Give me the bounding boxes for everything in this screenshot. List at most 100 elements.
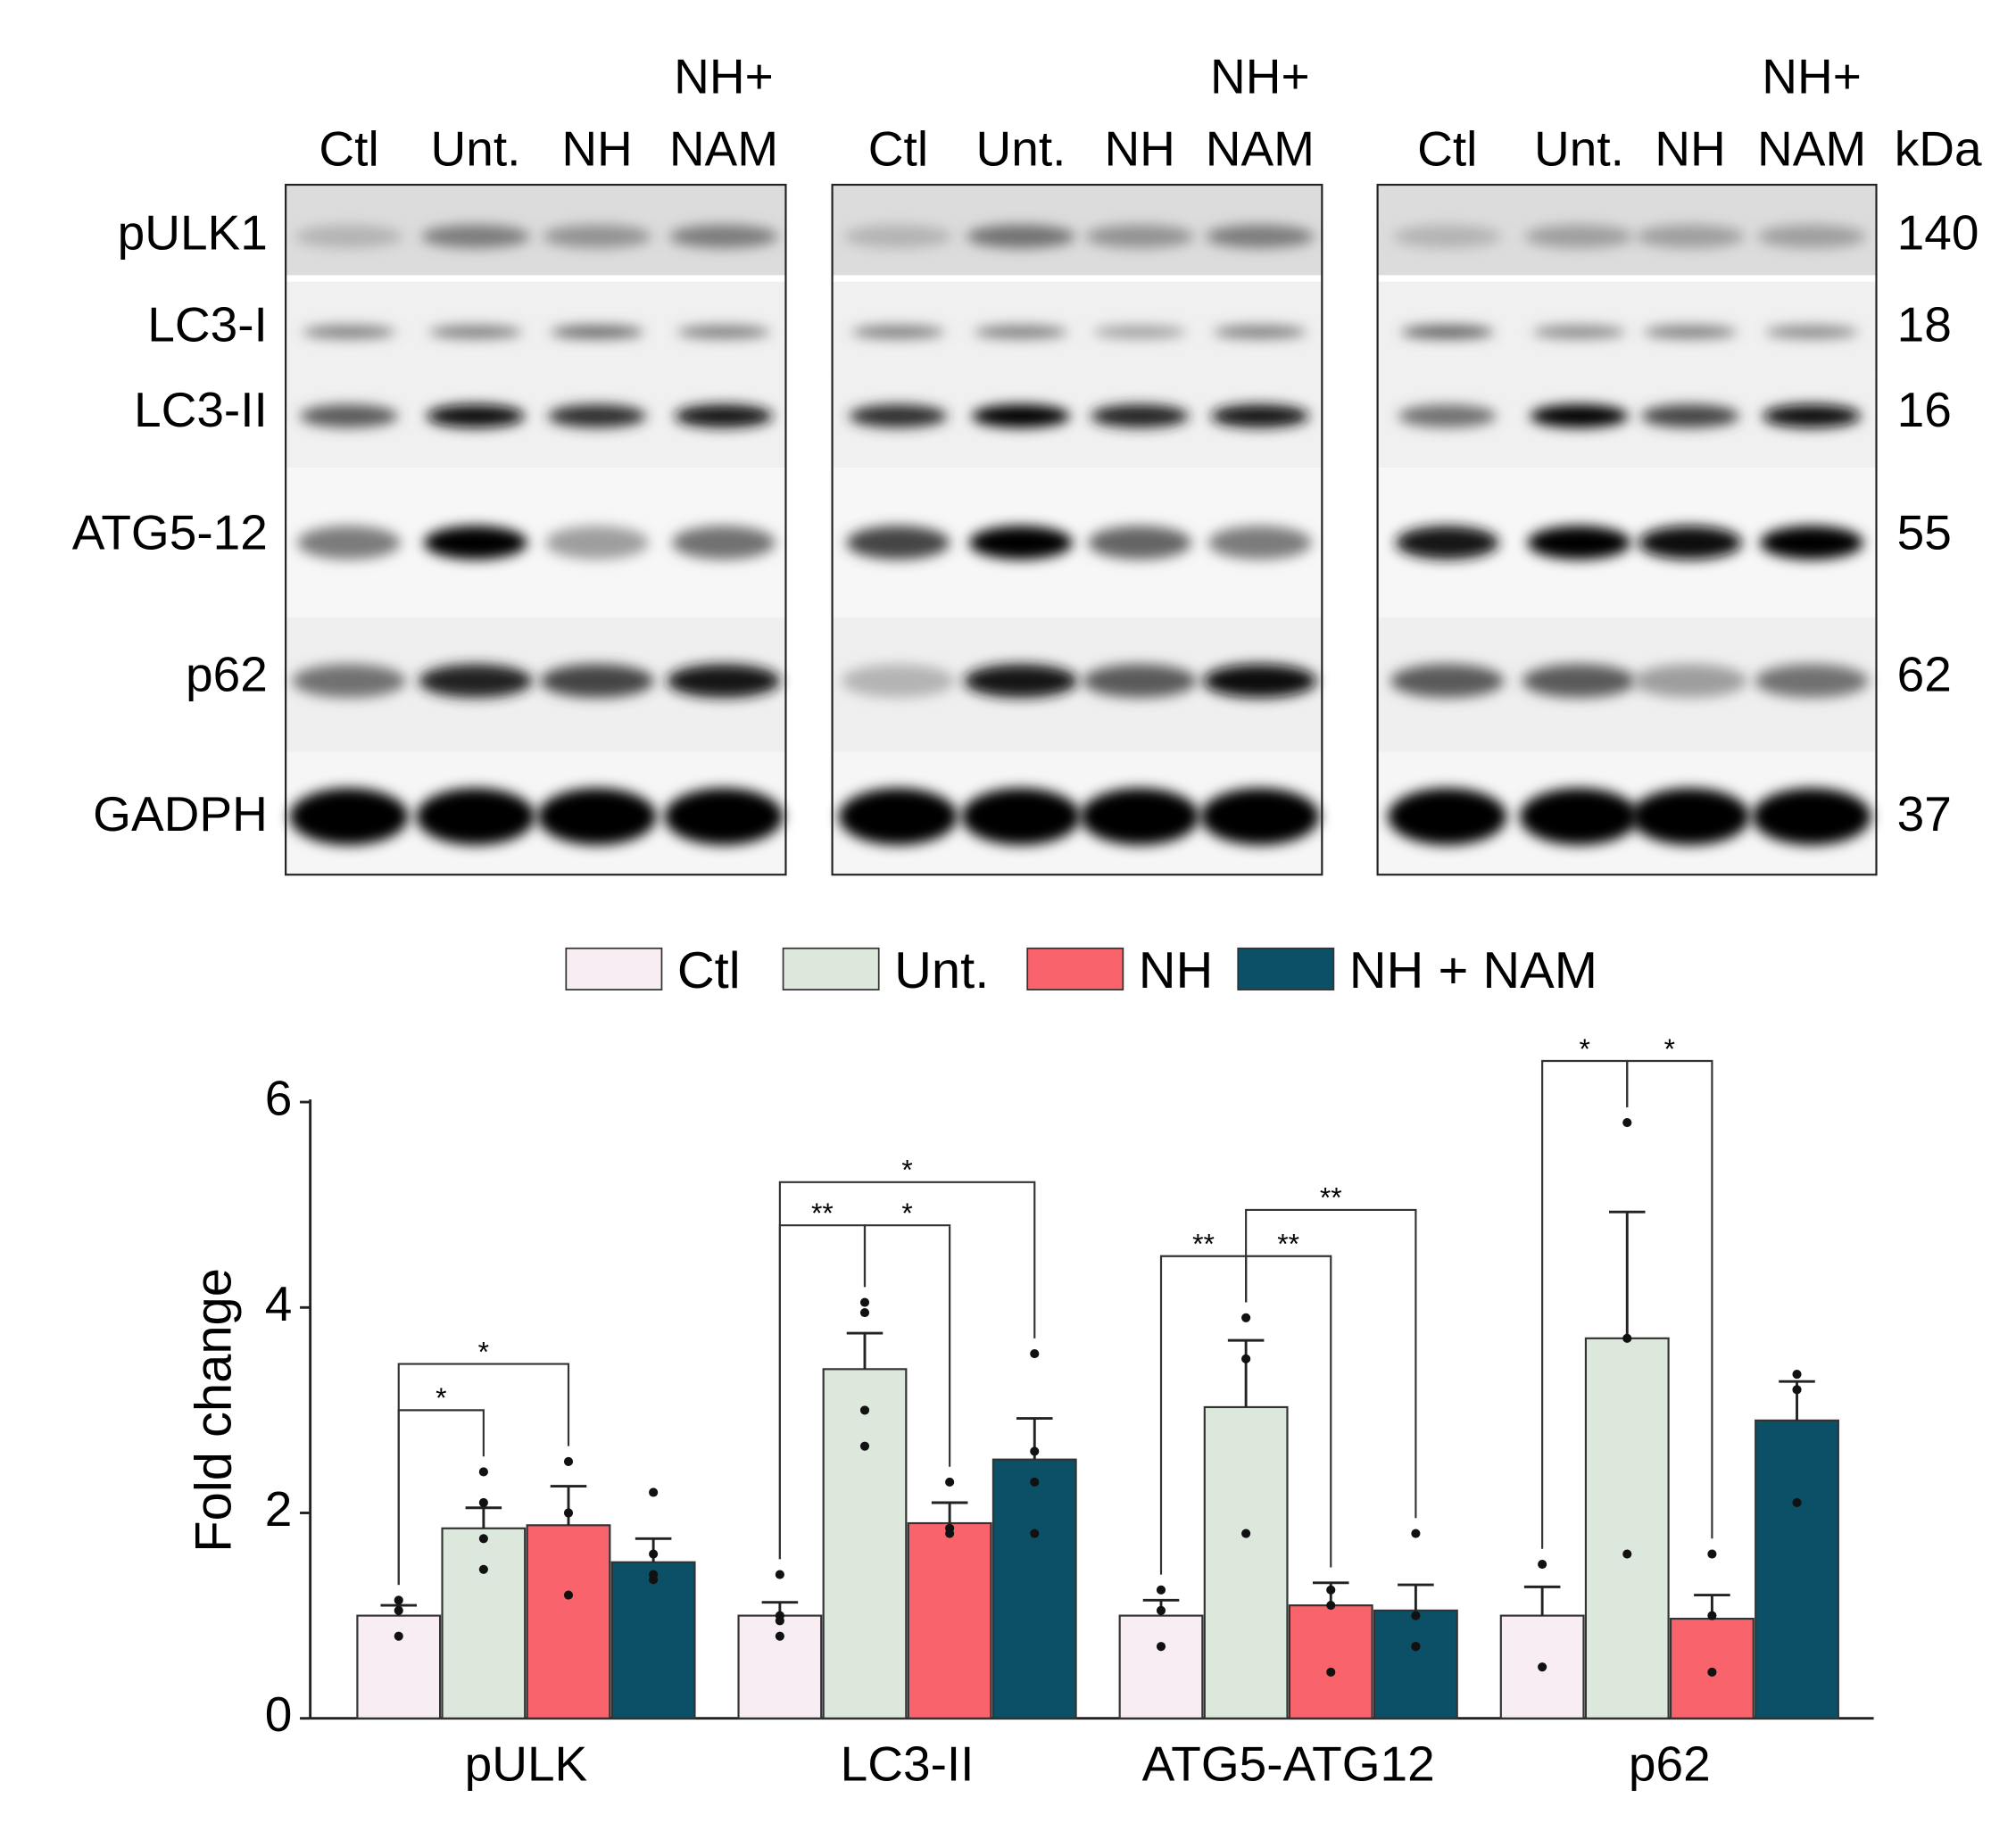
significance-bracket (863, 1224, 951, 1467)
blot-band (967, 224, 1075, 248)
bar (907, 1521, 992, 1719)
significance-label: * (436, 1381, 446, 1413)
blot-band (292, 664, 406, 698)
blot-band (297, 526, 401, 559)
protein-label: GADPH (93, 786, 268, 841)
blot-band (1207, 526, 1312, 559)
blot-band (1210, 404, 1309, 428)
significance-label: * (1579, 1032, 1589, 1065)
data-point (563, 1508, 574, 1518)
data-point (394, 1605, 403, 1615)
significance-bracket (1245, 1208, 1417, 1519)
protein-label: p62 (186, 647, 268, 702)
blot-frame (831, 183, 1323, 876)
lane-label: NH (561, 120, 632, 176)
bar (822, 1368, 908, 1719)
kda-label: 18 (1897, 296, 1952, 352)
data-point (1030, 1529, 1040, 1538)
blot-band (1519, 788, 1639, 845)
blot-band (1522, 664, 1637, 698)
lane-label: NAM (1206, 120, 1315, 176)
data-point (945, 1477, 955, 1487)
data-point (1156, 1642, 1166, 1652)
kda-label: 140 (1897, 204, 1979, 260)
data-point (775, 1616, 784, 1626)
data-point (1411, 1529, 1421, 1538)
data-point (1030, 1477, 1040, 1487)
data-point (859, 1441, 870, 1451)
lane-label: NAM (1757, 120, 1866, 176)
lane-label: Unt. (976, 120, 1066, 176)
blot-band (851, 325, 945, 339)
legend-label: Unt. (894, 942, 989, 999)
legend-label: NH (1139, 942, 1214, 999)
data-point (478, 1497, 488, 1508)
bar (1203, 1405, 1289, 1719)
blot-band (426, 404, 525, 428)
blot-band (1213, 325, 1307, 339)
significance-label: * (901, 1197, 912, 1229)
significance-label: ** (1192, 1228, 1215, 1260)
legend-label: NH + NAM (1349, 942, 1597, 999)
data-point (775, 1631, 784, 1641)
bar (991, 1458, 1077, 1719)
kda-label: 37 (1897, 786, 1952, 841)
lane-label-top: NH+ (1762, 48, 1862, 104)
lane-label: NAM (669, 120, 778, 176)
blot-band (1757, 224, 1866, 248)
legend-swatch (565, 947, 663, 990)
kda-label: 62 (1897, 647, 1952, 702)
data-point (1622, 1333, 1632, 1343)
blot-band (971, 404, 1070, 428)
blot-band (545, 526, 649, 559)
x-tick-label: pULK (465, 1736, 588, 1791)
blot-band (543, 224, 651, 248)
data-point (563, 1456, 574, 1467)
blot-band (1530, 404, 1629, 428)
blot-band (838, 788, 958, 845)
blot-band (1636, 224, 1745, 248)
data-point (1326, 1667, 1336, 1677)
blot-band (1085, 224, 1194, 248)
y-axis-label: Fold change (186, 1268, 243, 1553)
blot-band (416, 788, 535, 845)
blot-band (1763, 404, 1862, 428)
data-point (1241, 1529, 1251, 1538)
blot-band (974, 325, 1068, 339)
lane-label: Ctl (319, 120, 378, 176)
lane-label: NH (1655, 120, 1725, 176)
legend-swatch (1237, 947, 1335, 990)
kda-header: kDa (1895, 120, 1982, 176)
lane-label: Ctl (868, 120, 928, 176)
western-blot: Ctl Unt. NH NAM NH+ Ctl Unt. NH NAM NH+ Ctl Unt. NH N… (72, 48, 1982, 876)
data-point (1792, 1370, 1802, 1380)
blot-band (289, 788, 409, 845)
data-point (1622, 1549, 1632, 1559)
blot-band (664, 788, 784, 845)
blot-band (846, 526, 950, 559)
bar (610, 1561, 696, 1719)
blot-band (969, 526, 1073, 559)
significance-bracket (778, 1181, 1036, 1560)
blot-band (1091, 404, 1190, 428)
blot-band (841, 664, 956, 698)
blot-band (667, 664, 781, 698)
significance-bracket (397, 1363, 570, 1586)
blot-band (421, 224, 530, 248)
lane-label: Unt. (431, 120, 521, 176)
blot-band (1640, 404, 1740, 428)
data-point (649, 1487, 659, 1497)
data-point (1241, 1354, 1251, 1363)
lane-label-top: NH+ (1210, 48, 1310, 104)
blot-band (300, 404, 399, 428)
blot-band (1755, 664, 1869, 698)
blot-band (548, 404, 647, 428)
blot-band (540, 664, 654, 698)
error-bar (550, 1485, 587, 1526)
blot-band (1764, 325, 1859, 339)
x-tick-label: p62 (1629, 1736, 1711, 1791)
blot-band (961, 788, 1081, 845)
blot-band (1630, 788, 1750, 845)
data-point (1156, 1585, 1166, 1595)
